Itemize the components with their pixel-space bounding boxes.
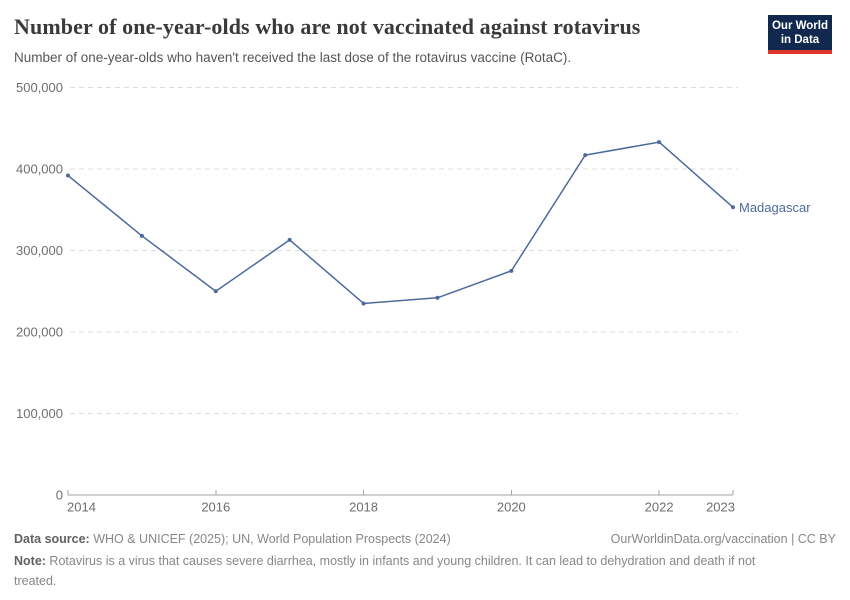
footer: Data source: WHO & UNICEF (2025); UN, Wo…: [14, 529, 836, 591]
x-tick-label: 2014: [67, 500, 96, 515]
page-title: Number of one-year-olds who are not vacc…: [14, 14, 641, 39]
y-tick-label: 300,000: [16, 243, 63, 258]
data-source-label: Data source:: [14, 532, 90, 546]
chart-header: Number of one-year-olds who are not vacc…: [14, 14, 750, 67]
owid-logo-text: Our World in Data: [768, 15, 832, 50]
footer-citation-link[interactable]: OurWorldinData.org/vaccination | CC BY: [610, 532, 836, 546]
note-label: Note:: [14, 554, 46, 568]
data-point-marker[interactable]: [731, 205, 735, 210]
owid-logo-line2: in Data: [780, 34, 820, 46]
y-tick-label: 400,000: [16, 162, 63, 177]
owid-logo: Our World in Data: [768, 15, 832, 54]
x-tick-label: 2020: [497, 500, 526, 515]
y-tick-label: 200,000: [16, 325, 63, 340]
note-text: Rotavirus is a virus that causes severe …: [14, 554, 756, 588]
data-point-marker[interactable]: [287, 237, 292, 242]
data-point-marker[interactable]: [583, 153, 588, 158]
data-point-marker[interactable]: [657, 140, 662, 145]
data-source-text: WHO & UNICEF (2025); UN, World Populatio…: [89, 532, 451, 546]
x-tick-label: 2016: [201, 500, 230, 515]
chart-subtitle: Number of one-year-olds who haven't rece…: [14, 50, 572, 66]
x-tick-label: 2023: [706, 500, 735, 515]
owid-logo-accent-bar: [768, 50, 832, 54]
data-point-marker[interactable]: [361, 301, 366, 306]
y-tick-label: 500,000: [16, 80, 63, 95]
data-source-line: Data source: WHO & UNICEF (2025); UN, Wo…: [14, 529, 451, 549]
data-point-marker[interactable]: [139, 233, 144, 238]
y-tick-label: 100,000: [16, 406, 63, 421]
x-tick-label: 2018: [349, 500, 378, 515]
data-point-marker[interactable]: [66, 173, 70, 178]
owid-logo-line1: Our World: [771, 20, 828, 32]
y-tick-label: 0: [56, 488, 63, 503]
data-point-marker[interactable]: [213, 289, 218, 294]
footer-note: Note: Rotavirus is a virus that causes s…: [14, 551, 792, 591]
x-tick-label: 2022: [645, 500, 674, 515]
series-label[interactable]: Madagascar: [739, 200, 811, 215]
data-point-marker[interactable]: [435, 295, 440, 300]
series-line[interactable]: [67, 141, 734, 305]
data-point-marker[interactable]: [509, 268, 514, 273]
